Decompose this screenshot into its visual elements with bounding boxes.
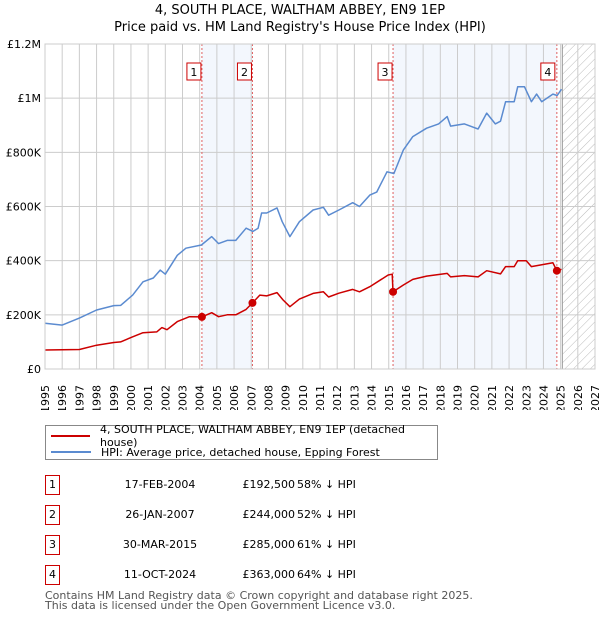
- sale-price: £285,000: [242, 538, 296, 551]
- x-tick-label: 2001: [142, 385, 155, 410]
- y-tick-label: £200K: [6, 309, 42, 322]
- sale-hpi-diff: 64% ↓ HPI: [297, 568, 356, 581]
- sale-date: 17-FEB-2004: [124, 478, 196, 491]
- x-tick-label: 2026: [572, 385, 585, 410]
- sale-point: [248, 298, 257, 307]
- x-tick-label: 2021: [486, 385, 499, 410]
- legend-label: HPI: Average price, detached house, Eppi…: [101, 445, 380, 459]
- x-tick-label: 2015: [383, 385, 396, 410]
- sale-label: 1: [190, 66, 197, 79]
- legend-swatch-blue: [51, 451, 91, 453]
- sale-hpi-diff: 58% ↓ HPI: [297, 478, 356, 491]
- footer-copyright: Contains HM Land Registry data © Crown c…: [45, 589, 473, 602]
- sale-number-badge: 1: [45, 475, 60, 495]
- sale-label-box: [377, 62, 393, 81]
- sale-point: [389, 287, 398, 296]
- sale-price: £363,000: [242, 568, 296, 581]
- legend-label: 4, SOUTH PLACE, WALTHAM ABBEY, EN9 1EP (…: [99, 423, 405, 449]
- x-tick-label: 2002: [159, 385, 172, 410]
- x-tick-label: 2006: [228, 385, 241, 410]
- x-tick-label: 2024: [537, 385, 550, 410]
- legend-swatch-red: [51, 435, 90, 437]
- plot-border: [44, 43, 596, 370]
- x-tick-label: 2013: [348, 385, 361, 410]
- x-tick-label: 2016: [400, 385, 413, 410]
- x-tick-label: 2007: [245, 385, 258, 410]
- x-tick-label: 2027: [589, 385, 600, 410]
- x-tick-label: 2023: [520, 385, 533, 410]
- x-tick-label: 2012: [331, 385, 344, 410]
- sale-point: [197, 312, 206, 321]
- sale-number-badge: 2: [45, 505, 60, 525]
- x-tick-label: 2019: [452, 385, 465, 410]
- series-line: [44, 86, 563, 326]
- price-chart: 1995 1996 1997 1998 1999 2000 2001 2002 2003 2004…: [6, 38, 600, 410]
- sale-number-badge: 3: [45, 535, 60, 555]
- sale-label-box: [236, 62, 252, 81]
- x-tick-label: 2003: [177, 385, 190, 410]
- legend-item-hpi: HPI: Average price, detached house, Eppi…: [51, 444, 380, 460]
- y-tick-label: £600K: [6, 201, 42, 214]
- sale-date: 30-MAR-2015: [122, 538, 198, 551]
- x-tick-label: 2018: [434, 385, 447, 410]
- sale-label: 2: [241, 66, 248, 79]
- sale-price: £192,500: [242, 478, 296, 491]
- sale-date: 11-OCT-2024: [123, 568, 197, 581]
- footer-licence: This data is licensed under the Open Gov…: [45, 599, 396, 612]
- sale-price: £244,000: [242, 508, 296, 521]
- x-tick-label: 2014: [366, 385, 379, 410]
- table-row: 1 17-FEB-2004 £192,500 58% ↓ HPI: [45, 475, 445, 495]
- chart-title-line2: Price paid vs. HM Land Registry's House …: [114, 20, 486, 35]
- x-tick-label: 1998: [91, 385, 104, 410]
- x-tick-label: 1997: [73, 385, 86, 410]
- sale-hpi-diff: 52% ↓ HPI: [297, 508, 356, 521]
- y-tick-label: £1.2M: [7, 38, 41, 51]
- series-line: [44, 259, 562, 351]
- x-tick-label: 2004: [194, 385, 207, 410]
- x-tick-label: 2010: [297, 385, 310, 410]
- x-tick-label: 1995: [39, 385, 52, 410]
- sale-number-badge: 4: [45, 565, 60, 585]
- x-tick-label: 2005: [211, 385, 224, 410]
- sale-date: 26-JAN-2007: [125, 508, 195, 521]
- x-tick-label: 2008: [262, 385, 275, 410]
- x-tick-label: 2025: [555, 385, 568, 410]
- x-tick-label: 2009: [280, 385, 293, 410]
- sale-label: 4: [544, 66, 551, 79]
- y-tick-label: £400K: [6, 255, 42, 268]
- x-tick-label: 1999: [108, 385, 121, 410]
- legend-item-property: 4, SOUTH PLACE, WALTHAM ABBEY, EN9 1EP (…: [51, 423, 437, 449]
- table-row: 3 30-MAR-2015 £285,000 61% ↓ HPI: [45, 535, 445, 555]
- sale-label-box: [186, 62, 202, 81]
- y-tick-label: £0: [27, 363, 41, 376]
- chart-title-line1: 4, SOUTH PLACE, WALTHAM ABBEY, EN9 1EP: [154, 3, 446, 18]
- x-tick-label: 2020: [469, 385, 482, 410]
- x-tick-label: 2022: [503, 385, 516, 410]
- x-tick-label: 2000: [125, 385, 138, 410]
- x-tick-label: 2017: [417, 385, 430, 410]
- y-tick-label: £1M: [18, 92, 42, 105]
- legend: 4, SOUTH PLACE, WALTHAM ABBEY, EN9 1EP (…: [45, 423, 438, 460]
- table-row: 2 26-JAN-2007 £244,000 52% ↓ HPI: [45, 505, 445, 525]
- table-row: 4 11-OCT-2024 £363,000 64% ↓ HPI: [45, 565, 445, 585]
- y-tick-label: £800K: [6, 146, 42, 159]
- sale-label: 3: [382, 66, 389, 79]
- x-tick-label: 2011: [314, 385, 327, 410]
- sale-hpi-diff: 61% ↓ HPI: [297, 538, 356, 551]
- sale-label-box: [540, 62, 556, 81]
- sale-point: [552, 266, 561, 275]
- x-tick-label: 1996: [56, 385, 69, 410]
